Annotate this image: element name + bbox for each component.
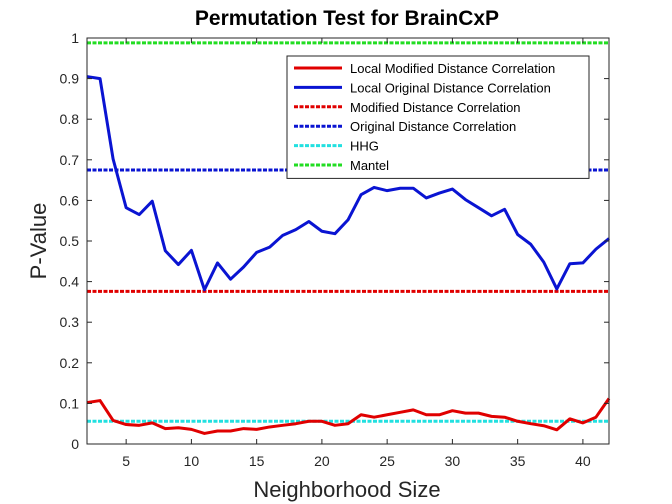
y-tick-label: 0.5: [60, 233, 80, 249]
x-tick-label: 10: [184, 453, 200, 469]
legend-label-modified-distance-correlation: Modified Distance Correlation: [350, 100, 521, 115]
y-axis-label: P-Value: [26, 203, 51, 280]
y-tick-label: 0.6: [60, 192, 80, 208]
x-tick-label: 30: [445, 453, 461, 469]
legend: Local Modified Distance Correlation Local…: [286, 55, 590, 179]
x-axis-label: Neighborhood Size: [253, 477, 440, 502]
y-tick-label: 0.8: [60, 111, 80, 127]
legend-label-hhg: HHG: [350, 139, 379, 154]
x-tick-label: 5: [122, 453, 130, 469]
y-tick-label: 0: [71, 436, 79, 452]
y-tick-label: 0.4: [60, 274, 80, 290]
legend-label-original-distance-correlation: Original Distance Correlation: [350, 119, 516, 134]
legend-label-mantel: Mantel: [350, 158, 389, 173]
y-tick-label: 0.7: [60, 152, 80, 168]
y-tick-label: 1: [71, 30, 79, 46]
series-line-local-original-distance-correlation: [86, 75, 610, 292]
y-tick-label: 0.2: [60, 355, 80, 371]
y-tick-label: 0.1: [60, 395, 80, 411]
x-tick-label: 40: [575, 453, 591, 469]
series-line-local-modified-distance-correlation: [86, 397, 611, 435]
x-tick-label: 25: [379, 453, 395, 469]
legend-box: [286, 55, 590, 179]
x-tick-label: 20: [314, 453, 330, 469]
legend-label-local-modified-distance-correlation: Local Modified Distance Correlation: [350, 61, 555, 76]
axes-layer: 5 10 15 20 25 30 35 40 0 0.1 0.2 0.3 0.4 0.5 0.6 0.7 0.8…: [60, 30, 610, 469]
y-tick-label: 0.3: [60, 314, 80, 330]
x-tick-label: 15: [249, 453, 265, 469]
x-tick-label: 35: [510, 453, 526, 469]
chart-title: Permutation Test for BrainCxP: [195, 7, 499, 30]
y-tick-label: 0.9: [60, 71, 80, 87]
legend-label-local-original-distance-correlation: Local Original Distance Correlation: [350, 80, 551, 95]
